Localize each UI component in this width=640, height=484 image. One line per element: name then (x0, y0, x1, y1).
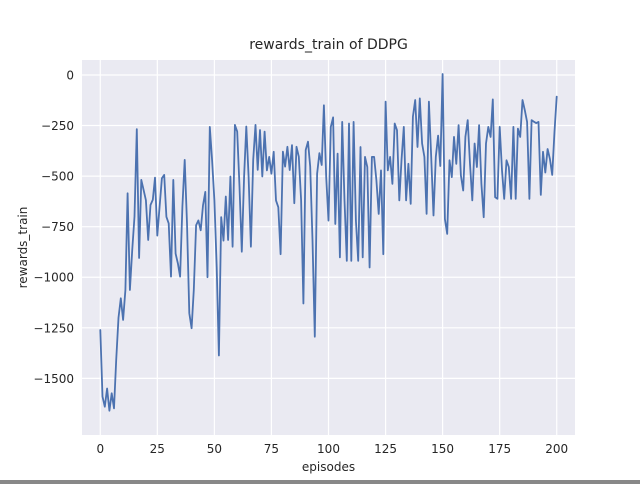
svg-text:50: 50 (207, 442, 222, 456)
x-tick-labels: 0 25 50 75 100 125 150 175 200 (96, 442, 568, 456)
svg-text:100: 100 (317, 442, 340, 456)
rewards-line (99, 73, 558, 412)
svg-text:75: 75 (264, 442, 279, 456)
y-tick-labels: 0 −250 −500 −750 −1000 −1250 −1500 (33, 68, 74, 385)
chart-title: rewards_train of DDPG (249, 37, 408, 53)
svg-text:−1500: −1500 (33, 372, 74, 386)
svg-text:200: 200 (545, 442, 568, 456)
svg-text:150: 150 (431, 442, 454, 456)
svg-text:0: 0 (66, 68, 74, 82)
svg-text:25: 25 (150, 442, 165, 456)
svg-text:−750: −750 (41, 220, 74, 234)
svg-text:0: 0 (96, 442, 104, 456)
svg-text:−250: −250 (41, 119, 74, 133)
y-axis-label: rewards_train (16, 207, 30, 289)
svg-text:−500: −500 (41, 170, 74, 184)
x-axis-label: episodes (302, 460, 355, 474)
svg-text:125: 125 (374, 442, 397, 456)
svg-text:−1000: −1000 (33, 271, 74, 285)
svg-text:−1250: −1250 (33, 321, 74, 335)
svg-text:175: 175 (488, 442, 511, 456)
